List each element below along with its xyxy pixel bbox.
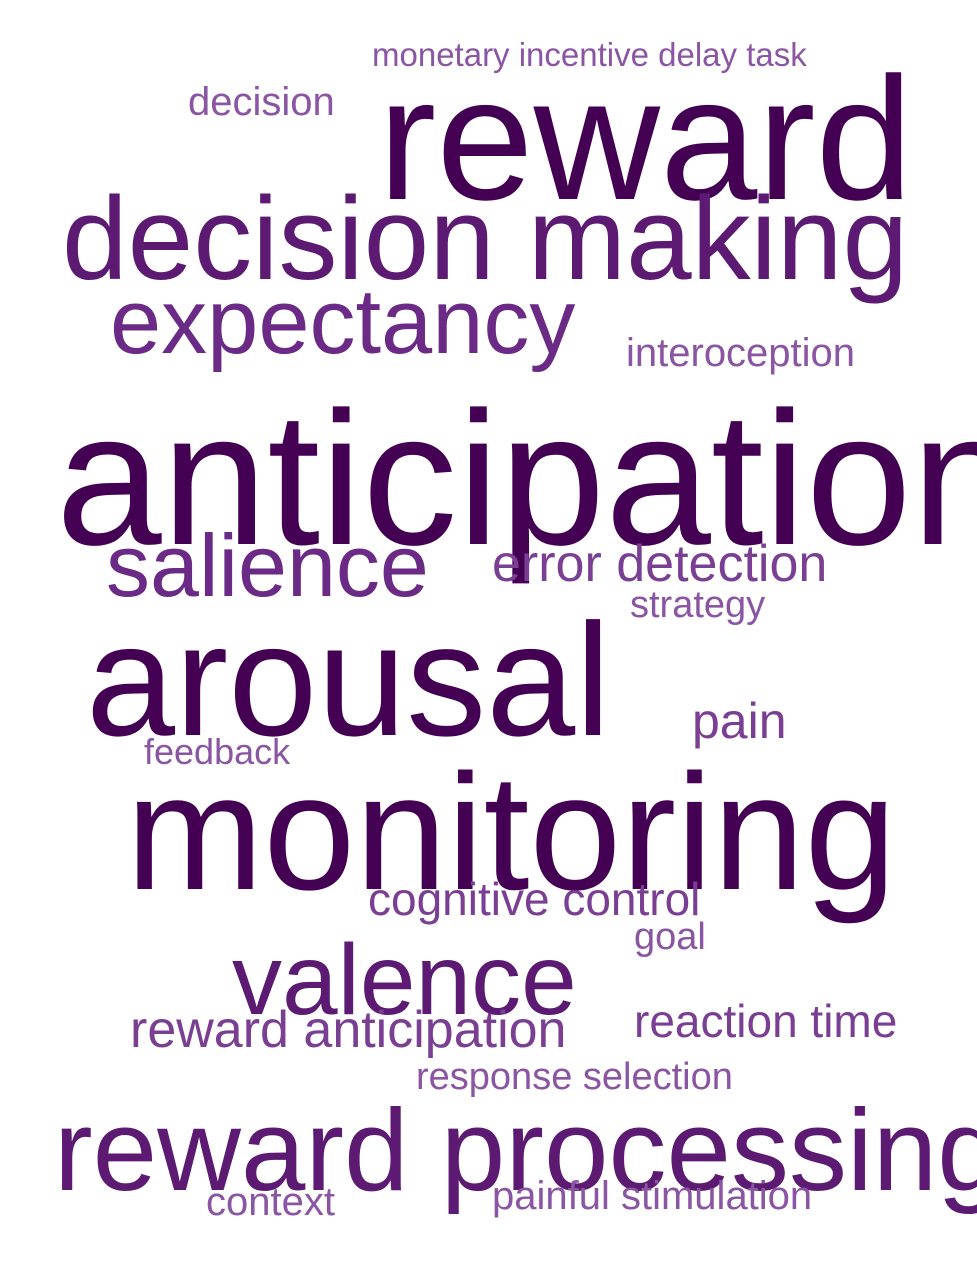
word-error-detection: error detection — [492, 535, 828, 593]
word-response-selection: response selection — [416, 1056, 733, 1098]
word-valence: valence — [232, 924, 577, 1036]
word-salience: salience — [106, 516, 429, 615]
word-reaction-time: reaction time — [634, 995, 898, 1047]
word-feedback: feedback — [144, 731, 291, 772]
word-painful-stimulation: painful stimulation — [492, 1174, 813, 1218]
word-monetary-incentive-delay-task: monetary incentive delay task — [372, 36, 807, 73]
word-interoception: interoception — [626, 331, 856, 375]
word-expectancy: expectancy — [110, 271, 576, 373]
word-pain: pain — [692, 693, 787, 749]
word-reward-anticipation: reward anticipation — [130, 1001, 567, 1059]
word-arousal: arousal — [86, 590, 611, 769]
word-monitoring: monitoring — [126, 740, 897, 924]
word-cognitive-control: cognitive control — [368, 873, 701, 925]
word-decision: decision — [188, 80, 335, 124]
word-anticipation: anticipation — [56, 373, 977, 585]
word-goal: goal — [634, 916, 706, 958]
word-context: context — [206, 1180, 335, 1224]
word-decision-making: decision making — [62, 173, 909, 305]
word-reward-processing: reward processing — [54, 1085, 977, 1215]
word-reward: reward — [378, 42, 913, 237]
word-strategy: strategy — [630, 584, 766, 626]
